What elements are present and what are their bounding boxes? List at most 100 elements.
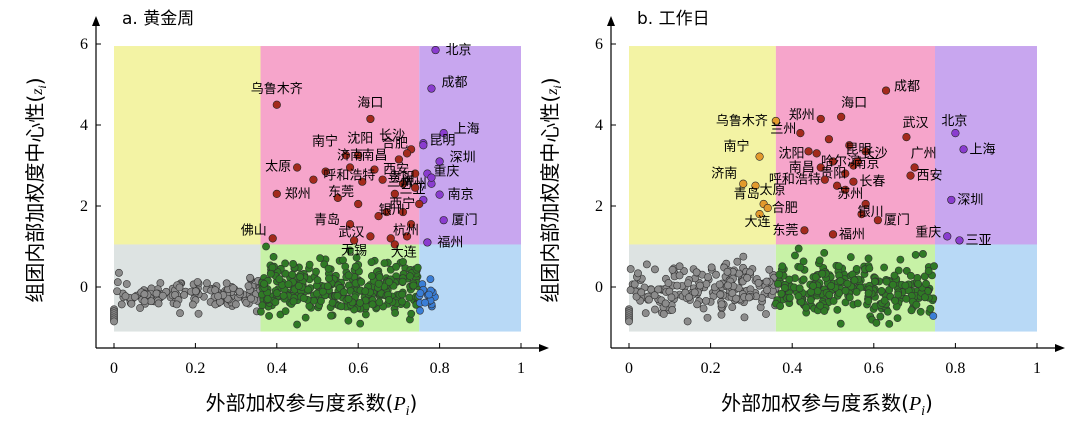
cluster-point <box>921 293 929 302</box>
cluster-point <box>664 279 673 287</box>
cluster-point <box>702 296 710 305</box>
city-point <box>873 216 882 225</box>
x-tick-label: 0.8 <box>945 360 965 377</box>
city-label: 郑州 <box>789 108 815 123</box>
cluster-point <box>902 294 911 303</box>
cluster-point <box>180 291 189 299</box>
city-point <box>820 175 829 184</box>
city-point <box>845 141 854 150</box>
cluster-point <box>356 319 365 328</box>
cluster-point <box>113 287 121 296</box>
data-point <box>832 181 842 190</box>
cluster-point <box>650 291 659 300</box>
cluster-point <box>777 289 786 298</box>
x-tick-label: 0.4 <box>267 360 287 377</box>
x-tick-label: 1 <box>517 360 525 377</box>
cluster-point <box>799 257 808 266</box>
cluster-point <box>626 286 635 295</box>
city-point <box>366 114 375 124</box>
city-label: 银川 <box>379 203 405 218</box>
cluster-point <box>355 299 364 307</box>
x-tick-label: 0.4 <box>782 360 802 377</box>
cluster-point <box>834 262 843 271</box>
cluster-point <box>778 262 787 271</box>
cluster-point <box>795 284 804 293</box>
cluster-point <box>733 257 742 266</box>
cluster-point <box>809 281 818 290</box>
cluster-point <box>122 280 131 288</box>
cluster-point <box>762 310 770 318</box>
city-point <box>828 230 838 239</box>
y-tick-label: 6 <box>595 36 603 53</box>
cluster-point <box>416 306 424 315</box>
cluster-point <box>317 297 325 305</box>
cluster-point <box>642 260 651 269</box>
city-label: 济南 <box>711 166 737 182</box>
cluster-point <box>791 251 799 260</box>
cluster-point <box>327 311 335 320</box>
cluster-point <box>344 294 353 303</box>
city-point <box>435 157 444 166</box>
cluster-point <box>673 281 682 290</box>
cluster-point <box>703 313 712 322</box>
x-axis-arrow <box>1055 344 1065 352</box>
cluster-point <box>865 264 874 273</box>
city-label: 西安 <box>917 169 943 184</box>
cluster-point <box>827 282 836 290</box>
cluster-point <box>385 296 393 304</box>
x-tick-label: 0.6 <box>348 360 368 377</box>
cluster-point <box>906 271 915 280</box>
city-point <box>828 157 838 166</box>
cluster-point <box>391 309 400 317</box>
y-tick-label: 4 <box>80 117 88 134</box>
city-point <box>800 226 809 235</box>
cluster-point <box>740 313 749 322</box>
cluster-point <box>425 290 433 299</box>
y-axis-label-text: 组团内部加权度中心性 <box>538 103 562 303</box>
city-point <box>816 114 825 124</box>
city-point <box>431 45 440 55</box>
cluster-point <box>841 298 850 307</box>
region-0 <box>114 46 261 245</box>
cluster-point <box>130 292 139 301</box>
x-tick-label: 0 <box>625 360 633 377</box>
cluster-point <box>191 287 200 296</box>
city-label: 贵阳 <box>389 171 415 186</box>
x-axis-label-symbol: P <box>392 393 405 415</box>
data-point <box>398 179 408 188</box>
cluster-point <box>816 301 825 310</box>
city-point <box>751 181 760 190</box>
cluster-point <box>115 268 123 277</box>
region-0 <box>629 46 776 245</box>
cluster-point <box>117 300 126 309</box>
city-point <box>268 234 277 243</box>
cluster-point <box>269 252 278 261</box>
cluster-point <box>398 277 407 286</box>
panel-title: a. 黄金周 <box>122 9 194 29</box>
cluster-point <box>889 280 897 289</box>
cluster-point <box>802 303 810 312</box>
cluster-point <box>256 307 265 316</box>
city-label: 北京 <box>941 114 967 129</box>
cluster-point <box>281 307 290 316</box>
cluster-point <box>754 278 763 287</box>
cluster-point <box>426 275 435 283</box>
city-label: 上海 <box>970 142 996 157</box>
cluster-point <box>845 293 854 302</box>
city-label: 济南 <box>337 148 363 164</box>
city-point <box>382 207 391 217</box>
cluster-point <box>852 264 861 273</box>
labeled-points: 乌鲁木齐南宁济南太原青岛合肥大连成都海口郑州兰州 武汉昆明长沙沈阳哈尔滨南京南昌贵… <box>711 80 995 249</box>
cluster-point <box>325 274 333 283</box>
cluster-points <box>625 244 938 328</box>
cluster-point <box>305 260 314 269</box>
y-axis-arrow <box>607 16 615 26</box>
cluster-point <box>702 280 711 288</box>
city-point <box>435 190 444 199</box>
cluster-point <box>717 310 726 319</box>
city-point <box>272 189 281 198</box>
unlabeled-points <box>321 139 436 249</box>
city-label: 苏州 <box>837 186 863 202</box>
cluster-point <box>294 282 303 290</box>
cluster-point <box>140 290 149 299</box>
